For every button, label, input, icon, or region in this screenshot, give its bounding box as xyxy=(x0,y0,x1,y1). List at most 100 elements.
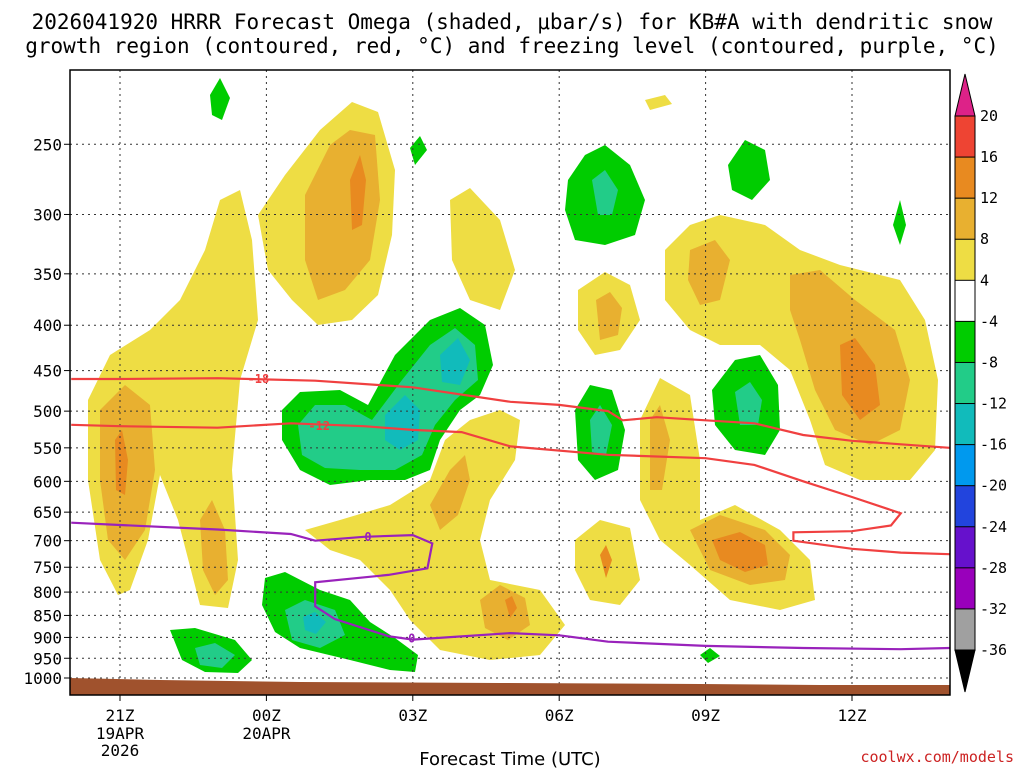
x-axis-title: Forecast Time (UTC) xyxy=(419,749,600,768)
colorbar-swatch xyxy=(954,608,976,652)
colorbar-swatch xyxy=(954,320,976,364)
gridlines xyxy=(70,70,950,695)
contour-label: -12 xyxy=(308,419,330,433)
colorbar-label: 16 xyxy=(980,148,998,166)
omega-shading xyxy=(88,78,938,673)
y-tick-label: 550 xyxy=(33,439,62,458)
omega-sinking-region xyxy=(100,385,155,560)
omega-sinking-region xyxy=(480,585,530,640)
x-tick-label: 03Z xyxy=(398,706,427,725)
omega-sinking-region xyxy=(350,155,366,230)
omega-sinking-region xyxy=(712,532,768,572)
credit-text: coolwx.com/models xyxy=(860,748,1014,766)
colorbar-label: -16 xyxy=(980,436,1007,454)
terrain-surface xyxy=(70,678,950,695)
y-tick-label: 950 xyxy=(33,649,62,668)
colorbar-swatch xyxy=(954,485,976,528)
colorbar-label: 20 xyxy=(980,107,998,125)
y-tick-label: 700 xyxy=(33,532,62,551)
colorbar-label: -36 xyxy=(980,641,1007,659)
colorbar-label: -4 xyxy=(980,312,998,330)
omega-sinking-region xyxy=(688,240,730,305)
colorbar-swatch xyxy=(954,238,976,282)
colorbar-label: 8 xyxy=(980,230,989,248)
y-tick-label: 750 xyxy=(33,558,62,577)
colorbar-label: -28 xyxy=(980,559,1007,577)
chart-title-line-1: 2026041920 HRRR Forecast Omega (shaded, … xyxy=(32,10,993,34)
contour-line xyxy=(71,377,950,449)
y-tick-label: 250 xyxy=(33,135,62,154)
omega-rising-region xyxy=(195,643,235,668)
plot-area: -18 -12 0 0 xyxy=(70,70,950,695)
y-tick-label: 450 xyxy=(33,362,62,381)
omega-sinking-region xyxy=(115,430,128,495)
omega-rising-region xyxy=(735,382,762,425)
omega-rising-region xyxy=(728,140,770,200)
omega-rising-region xyxy=(893,200,906,245)
plot-frame xyxy=(69,69,951,696)
colorbar-swatch xyxy=(954,403,976,446)
x-tick-label: 12Z xyxy=(838,706,867,725)
x-tick-label: 21Z xyxy=(106,706,135,725)
colorbar-swatch xyxy=(954,197,976,241)
omega-rising-region xyxy=(410,136,427,165)
y-axis: 250 300 350 400 450 500 550 600 650 700 750 800 850 9… xyxy=(23,135,70,688)
omega-rising-region xyxy=(298,328,478,470)
colorbar-swatch xyxy=(954,361,976,405)
colorbar-label: 4 xyxy=(980,271,989,289)
y-tick-label: 500 xyxy=(33,402,62,421)
y-tick-label: 300 xyxy=(33,205,62,224)
omega-sinking-region xyxy=(840,338,880,420)
y-tick-label: 900 xyxy=(33,628,62,647)
colorbar-label: -12 xyxy=(980,395,1007,413)
colorbar-swatch xyxy=(954,279,976,323)
omega-sinking-region xyxy=(450,188,515,310)
colorbar-min-arrow xyxy=(954,649,976,693)
omega-rising-region xyxy=(440,338,470,385)
colorbar-swatch xyxy=(954,444,976,487)
x-date-label: 20APR xyxy=(242,724,291,743)
omega-sinking-region xyxy=(430,455,470,530)
y-tick-label: 800 xyxy=(33,583,62,602)
omega-sinking-region xyxy=(200,500,228,595)
colorbar-label: -20 xyxy=(980,477,1007,495)
colorbar-swatch xyxy=(954,526,976,569)
omega-sinking-region xyxy=(596,292,622,340)
colorbar-label: -32 xyxy=(980,600,1007,618)
x-year-label: 2026 xyxy=(101,741,140,760)
contour-line xyxy=(71,521,950,651)
contour-label: -18 xyxy=(248,372,270,386)
x-date-label: 19APR xyxy=(96,724,145,743)
omega-rising-region xyxy=(210,78,230,120)
colorbar: 20 16 12 8 4 -4 -8 -12 -16 -20 -24 -28 -32 -36 xyxy=(954,73,1007,693)
omega-sinking-region xyxy=(505,596,517,618)
omega-sinking-region xyxy=(645,95,672,110)
contour-label: 0 xyxy=(364,530,371,544)
y-tick-label: 1000 xyxy=(23,669,62,688)
colorbar-swatch xyxy=(954,156,976,200)
omega-sinking-region xyxy=(600,545,612,578)
omega-rising-region xyxy=(590,405,612,455)
y-tick-label: 400 xyxy=(33,316,62,335)
chart-title-line-2: growth region (contoured, red, °C) and f… xyxy=(25,34,999,58)
omega-rising-region xyxy=(592,170,618,215)
x-tick-label: 09Z xyxy=(691,706,720,725)
x-tick-label: 06Z xyxy=(545,706,574,725)
omega-rising-region xyxy=(385,395,420,450)
y-tick-label: 350 xyxy=(33,265,62,284)
y-tick-label: 600 xyxy=(33,472,62,491)
omega-rising-region xyxy=(303,612,326,634)
colorbar-max-arrow xyxy=(954,73,976,117)
y-tick-label: 650 xyxy=(33,503,62,522)
omega-rising-region xyxy=(262,572,418,672)
contour-layer: -18 -12 0 0 xyxy=(71,372,950,651)
colorbar-label: -8 xyxy=(980,353,998,371)
colorbar-swatch xyxy=(954,115,976,159)
contour-line xyxy=(71,422,950,556)
colorbar-swatch xyxy=(954,567,976,610)
contour-label: 0 xyxy=(408,632,415,646)
omega-rising-region xyxy=(700,648,720,663)
colorbar-label: -24 xyxy=(980,518,1007,536)
y-tick-label: 850 xyxy=(33,606,62,625)
